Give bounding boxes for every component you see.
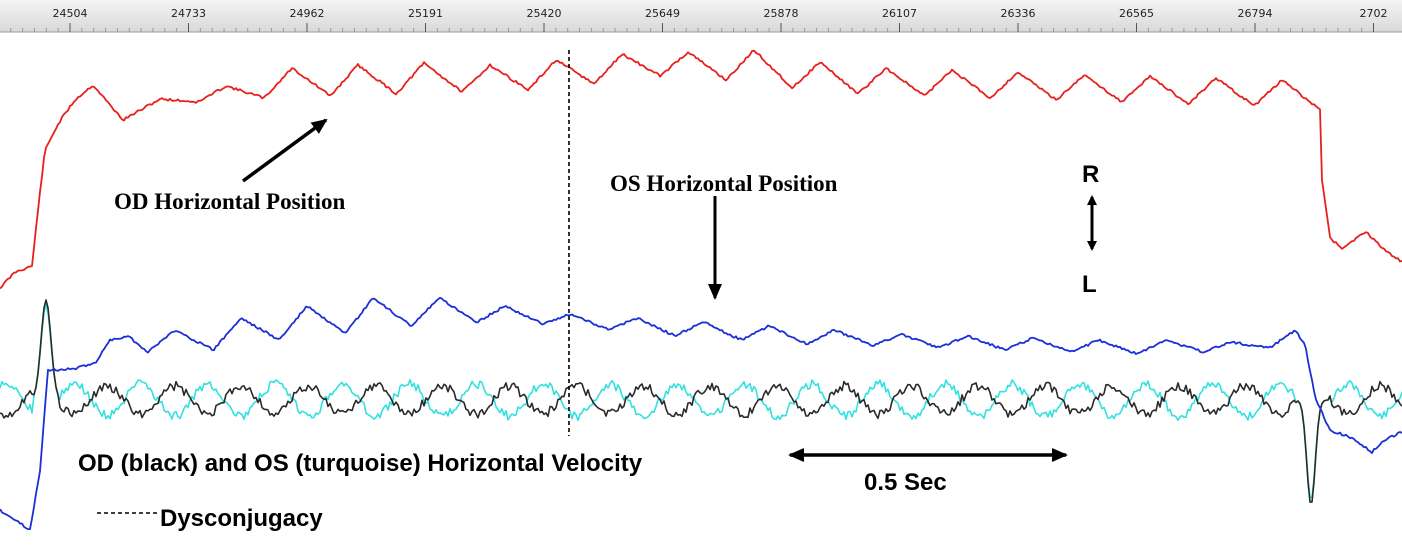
- os-position-label: OS Horizontal Position: [610, 171, 838, 196]
- ruler-tick-label: 24733: [171, 7, 206, 20]
- ruler-tick-label: 2702: [1360, 7, 1388, 20]
- od-position-label: OD Horizontal Position: [114, 189, 345, 214]
- ruler-tick-label: 26565: [1119, 7, 1154, 20]
- ruler-tick-label: 26336: [1001, 7, 1036, 20]
- traces: [0, 49, 1402, 530]
- ruler-minor-ticks: [10, 28, 1363, 32]
- ruler-tick-label: 24504: [53, 7, 88, 20]
- od-position-trace: [0, 49, 1402, 290]
- velocity-label: OD (black) and OS (turquoise) Horizontal…: [78, 450, 643, 477]
- os-velocity-trace: [0, 304, 1402, 499]
- ruler-tick-label: 24962: [290, 7, 325, 20]
- ruler-tick-label: 26107: [882, 7, 917, 20]
- ruler-tick-label: 26794: [1238, 7, 1273, 20]
- os-position-trace: [0, 296, 1402, 530]
- od-velocity-trace: [0, 299, 1402, 503]
- od-position-arrow: [241, 118, 328, 183]
- ruler-tick-label: 25191: [408, 7, 443, 20]
- ruler-major-ticks: 24504 24733 24962 25191 25420 25649 25878 26107…: [53, 7, 1388, 32]
- dysconjugacy-label: Dysconjugacy: [160, 505, 323, 532]
- ruler-tick-label: 25420: [527, 7, 562, 20]
- ruler-tick-label: 25649: [645, 7, 680, 20]
- time-ruler: 24504 24733 24962 25191 25420 25649 25878 26107…: [0, 0, 1402, 33]
- ruler-tick-label: 25878: [764, 7, 799, 20]
- right-direction-label: R: [1082, 161, 1099, 188]
- time-scale-label: 0.5 Sec: [864, 469, 947, 496]
- left-direction-label: L: [1082, 271, 1097, 298]
